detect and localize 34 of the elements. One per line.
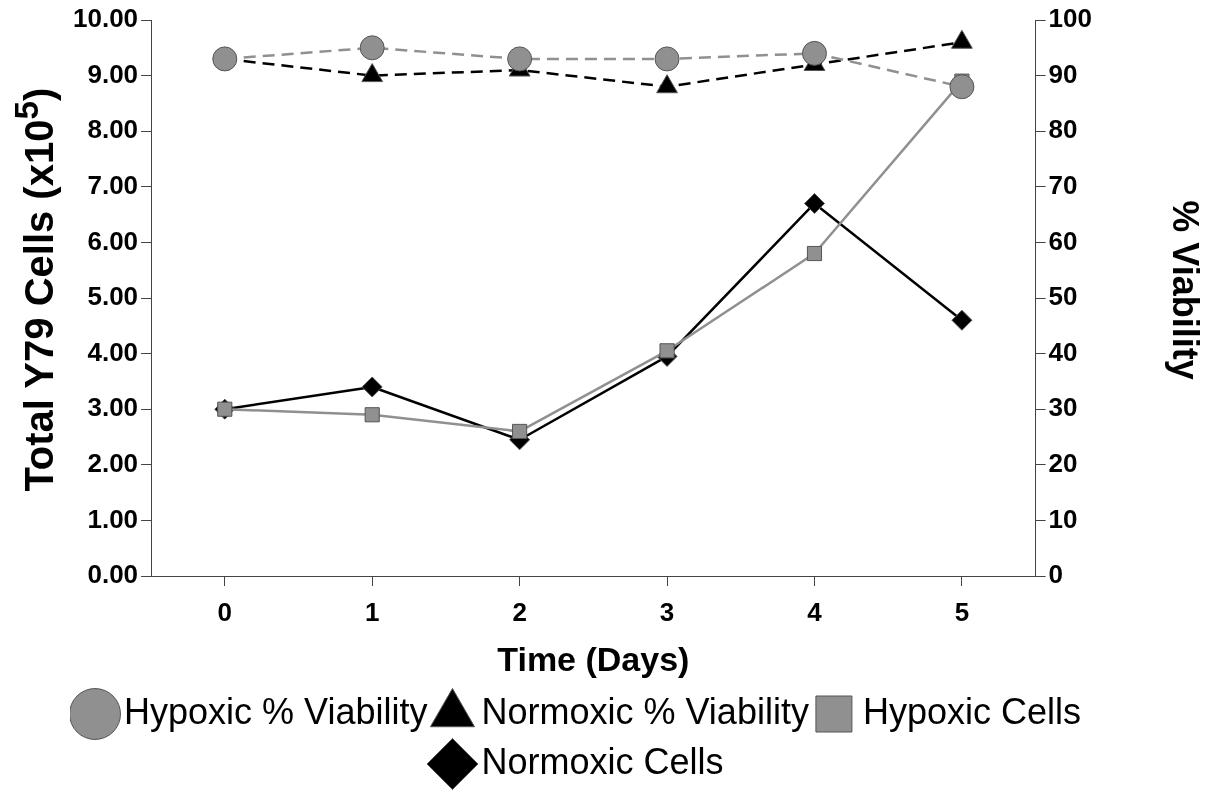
y2-tick-label: 0 bbox=[1048, 559, 1064, 590]
y-tick-label: 8.00 bbox=[87, 114, 139, 145]
y2-tick-label: 10 bbox=[1048, 503, 1078, 534]
y2-tick-label: 50 bbox=[1048, 281, 1078, 312]
y-tick-label: 10.00 bbox=[72, 3, 139, 34]
x-tick-label: 3 bbox=[659, 596, 675, 627]
y2-tick-label: 100 bbox=[1048, 3, 1093, 34]
y2-tick-label: 40 bbox=[1048, 336, 1078, 367]
legend-label: Normoxic Cells bbox=[481, 740, 724, 782]
y2-tick-label: 90 bbox=[1048, 58, 1078, 89]
legend-label: Normoxic % Viability bbox=[481, 690, 809, 732]
y2-tick-label: 70 bbox=[1048, 169, 1078, 200]
y-tick-label: 7.00 bbox=[87, 169, 139, 200]
y2-axis-title: % Viability bbox=[1164, 200, 1206, 380]
legend-label: Hypoxic % Viability bbox=[124, 690, 428, 732]
x-tick-label: 2 bbox=[512, 596, 527, 627]
y-tick-label: 4.00 bbox=[87, 336, 139, 367]
x-tick-label: 5 bbox=[954, 596, 970, 627]
y2-tick-label: 30 bbox=[1048, 392, 1078, 423]
legend-label: Hypoxic Cells bbox=[862, 690, 1081, 732]
y-tick-label: 5.00 bbox=[87, 281, 139, 312]
y-tick-label: 9.00 bbox=[87, 58, 139, 89]
y-tick-label: 6.00 bbox=[87, 225, 139, 256]
x-tick-label: 0 bbox=[217, 596, 233, 627]
y-tick-label: 1.00 bbox=[87, 503, 139, 534]
y2-tick-label: 60 bbox=[1048, 225, 1078, 256]
y-tick-label: 2.00 bbox=[87, 447, 139, 478]
x-tick-label: 4 bbox=[807, 596, 823, 627]
y2-tick-label: 20 bbox=[1048, 447, 1078, 478]
y-tick-label: 3.00 bbox=[87, 392, 139, 423]
x-axis-title: Time (Days) bbox=[497, 639, 690, 678]
y2-tick-label: 80 bbox=[1048, 114, 1078, 145]
x-tick-label: 1 bbox=[364, 596, 380, 627]
y-tick-label: 0.00 bbox=[87, 559, 139, 590]
